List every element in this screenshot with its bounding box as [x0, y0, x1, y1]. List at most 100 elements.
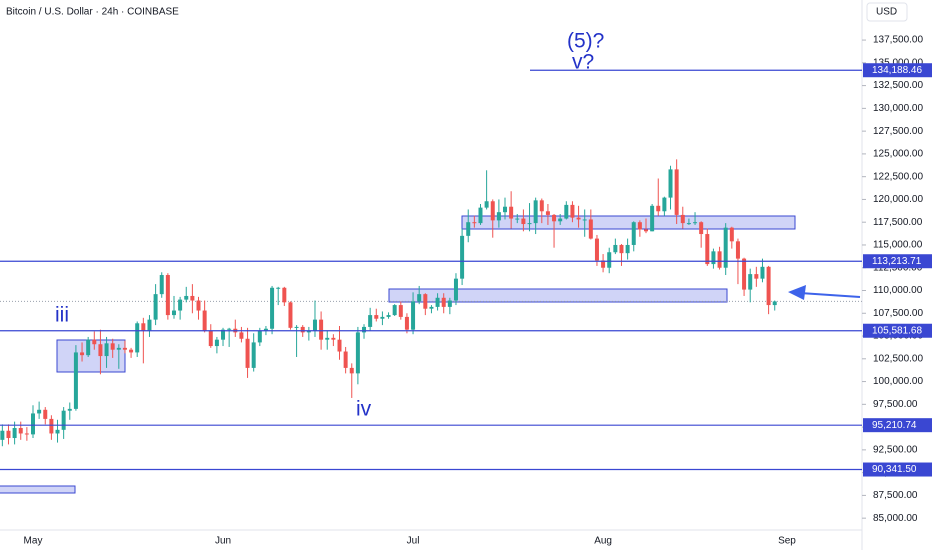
candle-body — [221, 329, 226, 340]
candle-body — [92, 339, 97, 345]
level-label-box — [863, 462, 932, 477]
candle-body — [190, 295, 195, 301]
candle-body — [67, 408, 72, 411]
y-tick-label: 137,500.00 — [873, 35, 923, 46]
candle-body — [116, 347, 121, 350]
candle-body — [490, 201, 495, 221]
candle-body — [766, 266, 771, 306]
candle-body — [202, 310, 207, 331]
candle-body — [417, 294, 422, 302]
candle-body — [423, 294, 428, 309]
arrow-shaft — [799, 292, 861, 298]
y-tick-label: 127,500.00 — [873, 126, 923, 137]
candle-body — [251, 342, 256, 368]
x-tick-label: Jul — [407, 536, 420, 547]
candle-body — [37, 409, 42, 414]
level-label: 90,341.50 — [872, 464, 917, 475]
y-tick-label: 130,000.00 — [873, 103, 923, 114]
zone — [0, 485, 76, 494]
candle-body — [478, 207, 483, 224]
candle-body — [49, 418, 54, 434]
candle-body — [368, 315, 373, 327]
candle-body — [165, 275, 170, 316]
candle-body — [110, 343, 115, 350]
candle-body — [355, 332, 360, 374]
level-label: 134,188.46 — [872, 65, 922, 76]
arrow — [788, 285, 861, 300]
candle-body — [533, 200, 538, 224]
candle-body — [319, 319, 324, 340]
y-tick-label: 125,000.00 — [873, 149, 923, 160]
candle-body — [239, 332, 244, 339]
candle-body — [435, 297, 440, 307]
candle-body — [460, 235, 465, 279]
candle-body — [735, 241, 740, 259]
candle-body — [576, 217, 581, 220]
candle-body — [80, 352, 85, 356]
candle-body — [98, 344, 103, 357]
zone — [461, 215, 796, 230]
candle-body — [644, 229, 648, 232]
candle-body — [594, 238, 599, 261]
candle-body — [129, 349, 134, 353]
candle-body — [503, 206, 508, 213]
candle-body — [748, 274, 753, 290]
candle-body — [147, 319, 152, 331]
candle-body — [509, 206, 514, 219]
candle-body — [404, 316, 409, 330]
candle-body — [742, 258, 747, 290]
candle-body — [288, 302, 293, 328]
wave-label: (5)? — [567, 30, 604, 53]
candle-body — [484, 201, 489, 208]
candle-body — [760, 266, 765, 279]
candle-body — [178, 299, 183, 311]
candle-body — [122, 347, 127, 350]
candle-body — [300, 326, 305, 333]
level-label-box — [863, 63, 932, 78]
candle-body — [539, 200, 544, 212]
candle-body — [447, 300, 452, 307]
x-tick-label: Sep — [778, 536, 796, 547]
candle-body — [570, 204, 575, 218]
wave-label: v? — [572, 51, 594, 74]
candle-body — [227, 328, 232, 330]
candle-body — [306, 330, 311, 333]
candle-body — [453, 278, 458, 301]
chart-title: Bitcoin / U.S. Dollar · 24h · COINBASE — [6, 7, 179, 18]
candle-body — [184, 295, 189, 300]
y-tick-label: 102,500.00 — [873, 353, 923, 364]
wave-label: iv — [356, 398, 372, 421]
candle-body — [312, 319, 317, 331]
currency: USD — [876, 7, 897, 18]
candle-body — [331, 337, 336, 340]
candle-body — [631, 222, 636, 245]
candle-body — [398, 305, 403, 317]
candle-body — [637, 222, 642, 230]
x-tick-label: Jun — [215, 536, 231, 547]
candle-body — [588, 219, 593, 239]
candle-body — [723, 227, 728, 268]
candle-body — [754, 274, 759, 279]
y-tick-label: 107,500.00 — [873, 308, 923, 319]
candle-body — [214, 339, 219, 347]
currency-box — [866, 2, 908, 22]
candle-body — [496, 212, 501, 221]
candle-body — [441, 297, 446, 307]
candle-body — [135, 323, 140, 353]
candle-body — [276, 287, 281, 289]
y-tick-label: 115,000.00 — [873, 240, 923, 251]
candle-body — [349, 367, 354, 374]
candle-body — [12, 428, 17, 439]
candle-body — [263, 328, 268, 331]
wave-label: iii — [55, 304, 69, 327]
candle-body — [662, 197, 667, 212]
y-tick-label: 120,000.00 — [873, 194, 923, 205]
level-label: 95,210.74 — [872, 420, 917, 431]
candle-body — [18, 428, 23, 434]
candle-body — [24, 433, 29, 435]
candle-body — [601, 260, 606, 268]
candle-body — [656, 205, 661, 212]
level-label: 105,581.68 — [872, 325, 922, 336]
